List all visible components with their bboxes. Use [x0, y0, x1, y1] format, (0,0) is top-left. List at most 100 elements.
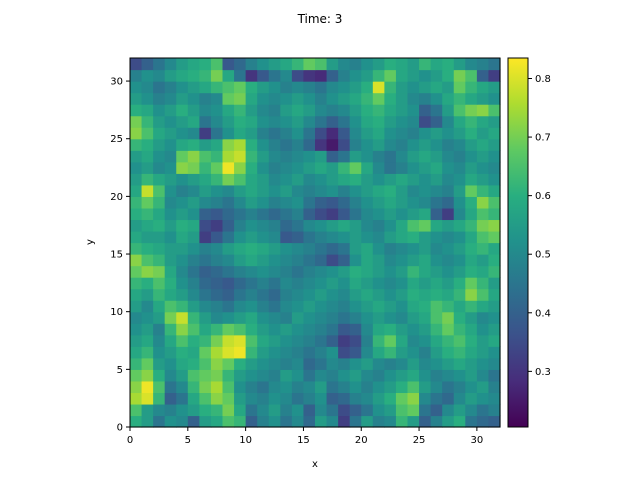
heatmap-cell	[130, 69, 143, 82]
heatmap-cell	[488, 403, 501, 417]
heatmap-cell	[338, 219, 351, 232]
heatmap-cell	[187, 254, 200, 267]
heatmap-cell	[257, 369, 270, 382]
heatmap-cell	[488, 242, 501, 255]
heatmap-cell	[338, 311, 351, 324]
heatmap-cell	[442, 69, 455, 82]
heatmap-cell	[361, 161, 374, 174]
heatmap-cell	[130, 138, 143, 151]
heatmap-cell	[419, 173, 432, 186]
heatmap-cell	[315, 161, 328, 174]
heatmap-cell	[268, 138, 281, 151]
heatmap-cell	[199, 230, 212, 244]
heatmap-cell	[268, 219, 281, 232]
heatmap-cell	[338, 81, 351, 94]
heatmap-cell	[291, 265, 305, 278]
heatmap-cell	[361, 184, 374, 197]
heatmap-cell	[234, 81, 247, 94]
colorbar-ticks: 0.3 0.4 0.5 0.6 0.7 0.8	[528, 74, 551, 378]
heatmap-cell	[488, 173, 501, 186]
heatmap-cell	[488, 311, 501, 324]
heatmap-cell	[453, 242, 466, 255]
heatmap-cell	[442, 104, 455, 117]
heatmap-cell	[199, 403, 212, 417]
heatmap-cell	[372, 81, 385, 94]
heatmap-cell	[291, 127, 305, 140]
heatmap-cell	[419, 403, 432, 417]
heatmap-cell	[222, 115, 235, 128]
heatmap-cell	[130, 127, 143, 140]
heatmap-cell	[130, 104, 143, 117]
heatmap-cell	[303, 277, 316, 290]
heatmap-cell	[164, 265, 177, 278]
heatmap-cell	[268, 254, 281, 267]
heatmap-cell	[130, 81, 143, 94]
heatmap-cell	[430, 92, 443, 105]
heatmap-cell	[176, 403, 189, 417]
heatmap-cell	[199, 357, 212, 370]
heatmap-cell	[488, 184, 501, 197]
heatmap-cell	[153, 357, 166, 370]
heatmap-cell	[395, 184, 409, 197]
heatmap-cell	[430, 242, 443, 255]
heatmap-cell	[199, 161, 212, 174]
heatmap-cell	[257, 207, 270, 221]
heatmap-cell	[280, 415, 293, 428]
heatmap-cell	[153, 265, 166, 278]
heatmap-cell	[153, 369, 166, 382]
heatmap-cell	[453, 277, 466, 290]
heatmap-cell	[430, 207, 443, 221]
heatmap-cell	[465, 127, 478, 140]
heatmap-cell	[222, 173, 235, 186]
heatmap-cell	[488, 196, 501, 209]
heatmap-cell	[349, 207, 362, 221]
heatmap-cell	[245, 254, 258, 267]
heatmap-cell	[222, 346, 235, 359]
heatmap-cell	[199, 207, 212, 221]
heatmap-cell	[476, 346, 490, 359]
heatmap-cell	[430, 392, 443, 405]
heatmap-cell	[372, 207, 385, 221]
heatmap-cell	[291, 219, 305, 232]
heatmap-cell	[280, 357, 293, 370]
heatmap	[130, 58, 501, 428]
heatmap-cell	[303, 196, 316, 209]
colorbar-tick-label: 0.6	[535, 191, 551, 202]
heatmap-cell	[430, 230, 443, 244]
heatmap-cell	[210, 357, 224, 370]
heatmap-cell	[395, 92, 409, 105]
heatmap-cell	[476, 81, 490, 94]
heatmap-cell	[326, 161, 339, 174]
heatmap-cell	[291, 380, 305, 394]
heatmap-cell	[187, 92, 200, 105]
heatmap-cell	[176, 184, 189, 197]
heatmap-cell	[187, 300, 200, 313]
heatmap-cell	[395, 277, 409, 290]
heatmap-cell	[245, 242, 258, 255]
heatmap-cell	[407, 288, 420, 301]
colorbar-tick-label: 0.5	[535, 250, 551, 261]
y-axis: 0 5 10 15 20 25 30	[110, 77, 130, 434]
heatmap-cell	[257, 403, 270, 417]
heatmap-cell	[476, 265, 490, 278]
heatmap-cell	[338, 403, 351, 417]
heatmap-cell	[384, 173, 397, 186]
heatmap-cell	[361, 311, 374, 324]
heatmap-cell	[384, 277, 397, 290]
heatmap-cell	[187, 207, 200, 221]
heatmap-cell	[384, 69, 397, 82]
heatmap-cell	[361, 104, 374, 117]
heatmap-cell	[442, 369, 455, 382]
heatmap-cell	[361, 230, 374, 244]
heatmap-cell	[187, 265, 200, 278]
heatmap-cell	[361, 254, 374, 267]
heatmap-cell	[338, 392, 351, 405]
heatmap-cell	[222, 334, 235, 347]
heatmap-cell	[407, 219, 420, 232]
heatmap-cell	[153, 254, 166, 267]
heatmap-cell	[245, 196, 258, 209]
heatmap-cell	[268, 69, 281, 82]
heatmap-cell	[257, 161, 270, 174]
heatmap-cell	[395, 115, 409, 128]
heatmap-cell	[419, 242, 432, 255]
